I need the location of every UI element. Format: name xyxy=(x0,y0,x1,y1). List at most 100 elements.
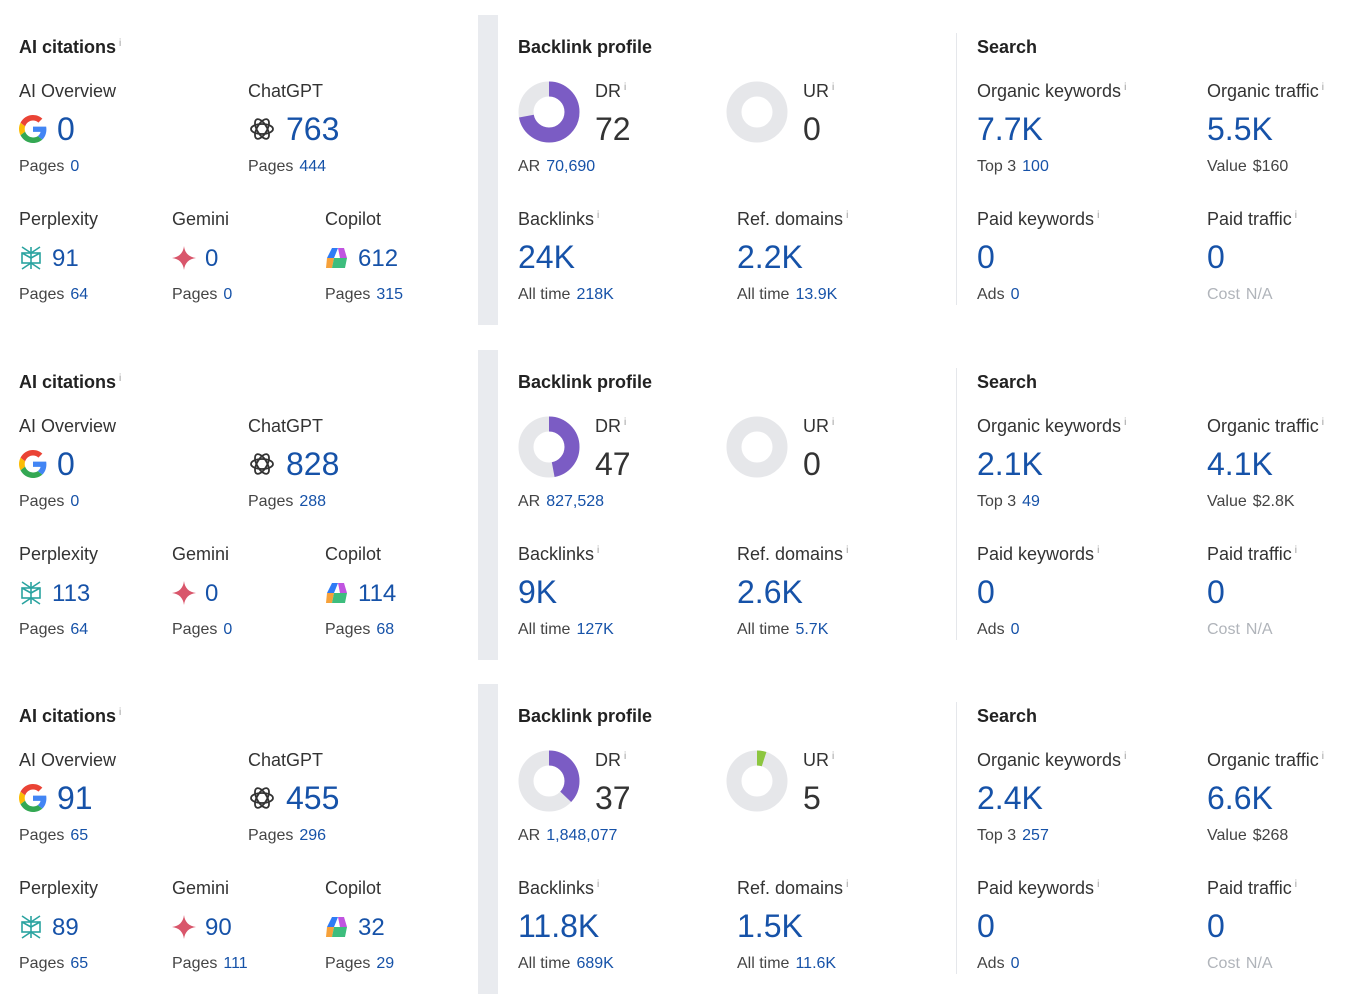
info-icon[interactable]: i xyxy=(846,210,849,221)
ai-overview-value[interactable]: 0 xyxy=(57,111,75,147)
perplexity-pages: Pages 64 xyxy=(19,621,89,638)
dr-label: DR i xyxy=(595,416,627,436)
backlinks-value[interactable]: 11.8K xyxy=(518,908,600,944)
gemini-value[interactable]: 0 xyxy=(205,245,219,272)
info-icon[interactable]: i xyxy=(1124,751,1127,762)
backlinks-value[interactable]: 9K xyxy=(518,574,558,610)
info-icon[interactable]: i xyxy=(1294,545,1297,556)
perplexity-pages: Pages 64 xyxy=(19,286,89,303)
gemini-icon xyxy=(172,246,196,270)
info-icon[interactable]: i xyxy=(597,545,600,556)
info-icon[interactable]: i xyxy=(119,38,122,49)
chatgpt-value[interactable]: 828 xyxy=(286,446,340,482)
chatgpt-pages: Pages 444 xyxy=(248,158,327,175)
ref-domains-value[interactable]: 1.5K xyxy=(737,908,803,944)
search-title: Search xyxy=(977,37,1038,57)
backlinks-value[interactable]: 24K xyxy=(518,239,575,275)
paid-keywords-value[interactable]: 0 xyxy=(977,574,995,610)
info-icon[interactable]: i xyxy=(832,417,835,428)
gemini-pages: Pages 0 xyxy=(172,286,233,303)
paid-keywords-label: Paid keywords i xyxy=(977,878,1100,898)
copilot-value[interactable]: 114 xyxy=(358,580,397,607)
backlink-profile-title: Backlink profile xyxy=(518,372,653,392)
ads-stat: Ads 0 xyxy=(977,621,1020,638)
ai-overview-value[interactable]: 0 xyxy=(57,446,75,482)
perplexity-icon xyxy=(21,915,41,939)
organic-traffic-value[interactable]: 6.6K xyxy=(1207,780,1273,816)
perplexity-label: Perplexity xyxy=(19,544,99,564)
paid-traffic-value[interactable]: 0 xyxy=(1207,574,1225,610)
info-icon[interactable]: i xyxy=(624,751,627,762)
paid-traffic-value[interactable]: 0 xyxy=(1207,239,1225,275)
gemini-value[interactable]: 90 xyxy=(205,914,232,941)
ur-donut-chart xyxy=(726,416,788,478)
ai-overview-value[interactable]: 91 xyxy=(57,780,93,816)
info-icon[interactable]: i xyxy=(1124,417,1127,428)
paid-traffic-value[interactable]: 0 xyxy=(1207,908,1225,944)
info-icon[interactable]: i xyxy=(624,417,627,428)
search-title: Search xyxy=(977,706,1038,726)
copilot-icon xyxy=(326,248,347,268)
copilot-label: Copilot xyxy=(325,878,382,898)
paid-traffic-label: Paid traffic i xyxy=(1207,209,1297,229)
info-icon[interactable]: i xyxy=(1097,210,1100,221)
info-icon[interactable]: i xyxy=(1321,82,1324,93)
organic-keywords-value[interactable]: 2.1K xyxy=(977,446,1043,482)
info-icon[interactable]: i xyxy=(1294,879,1297,890)
info-icon[interactable]: i xyxy=(119,373,122,384)
info-icon[interactable]: i xyxy=(624,82,627,93)
info-icon[interactable]: i xyxy=(1321,751,1324,762)
gemini-label: Gemini xyxy=(172,878,230,898)
organic-traffic-value[interactable]: 4.1K xyxy=(1207,446,1273,482)
copilot-icon xyxy=(326,583,347,603)
info-icon[interactable]: i xyxy=(1097,879,1100,890)
copilot-value[interactable]: 32 xyxy=(358,914,385,941)
organic-keywords-value[interactable]: 7.7K xyxy=(977,111,1043,147)
info-icon[interactable]: i xyxy=(1097,545,1100,556)
ref-domains-value[interactable]: 2.6K xyxy=(737,574,803,610)
dr-label: DR i xyxy=(595,750,627,770)
copilot-value[interactable]: 612 xyxy=(358,245,399,272)
ar-stat: AR 1,848,077 xyxy=(518,827,618,844)
gemini-pages: Pages 111 xyxy=(172,955,248,972)
perplexity-label: Perplexity xyxy=(19,878,99,898)
chatgpt-icon xyxy=(250,787,274,809)
perplexity-value[interactable]: 91 xyxy=(52,245,79,272)
paid-keywords-value[interactable]: 0 xyxy=(977,239,995,275)
info-icon[interactable]: i xyxy=(832,751,835,762)
paid-traffic-label: Paid traffic i xyxy=(1207,544,1297,564)
perplexity-value[interactable]: 113 xyxy=(52,580,91,607)
perplexity-value[interactable]: 89 xyxy=(52,914,79,941)
paid-keywords-value[interactable]: 0 xyxy=(977,908,995,944)
cost-stat: Cost N/A xyxy=(1207,621,1273,638)
gemini-value[interactable]: 0 xyxy=(205,580,219,607)
info-icon[interactable]: i xyxy=(597,879,600,890)
metrics-row: AI citations i AI Overview 0 Pages 0 ChatG… xyxy=(0,350,1350,660)
ref-domains-value[interactable]: 2.2K xyxy=(737,239,803,275)
chatgpt-value[interactable]: 763 xyxy=(286,111,340,147)
ur-label: UR i xyxy=(803,416,835,436)
info-icon[interactable]: i xyxy=(1124,82,1127,93)
backlinks-all-time: All time 127K xyxy=(518,621,614,638)
section-divider xyxy=(478,15,498,325)
organic-traffic-value[interactable]: 5.5K xyxy=(1207,111,1273,147)
chatgpt-value[interactable]: 455 xyxy=(286,780,340,816)
ref-domains-all-time: All time 11.6K xyxy=(737,955,837,972)
info-icon[interactable]: i xyxy=(846,879,849,890)
ai-overview-pages: Pages 65 xyxy=(19,827,89,844)
info-icon[interactable]: i xyxy=(832,82,835,93)
cost-stat: Cost N/A xyxy=(1207,286,1273,303)
organic-keywords-value[interactable]: 2.4K xyxy=(977,780,1043,816)
ai-overview-label: AI Overview xyxy=(19,81,117,101)
info-icon[interactable]: i xyxy=(1321,417,1324,428)
info-icon[interactable]: i xyxy=(119,707,122,718)
organic-keywords-label: Organic keywords i xyxy=(977,81,1127,101)
traffic-value-stat: Value $2.8K xyxy=(1207,493,1295,510)
info-icon[interactable]: i xyxy=(1294,210,1297,221)
info-icon[interactable]: i xyxy=(597,210,600,221)
organic-keywords-label: Organic keywords i xyxy=(977,416,1127,436)
gemini-icon xyxy=(172,915,196,939)
section-divider xyxy=(956,368,957,640)
info-icon[interactable]: i xyxy=(846,545,849,556)
ref-domains-label: Ref. domains i xyxy=(737,544,849,564)
